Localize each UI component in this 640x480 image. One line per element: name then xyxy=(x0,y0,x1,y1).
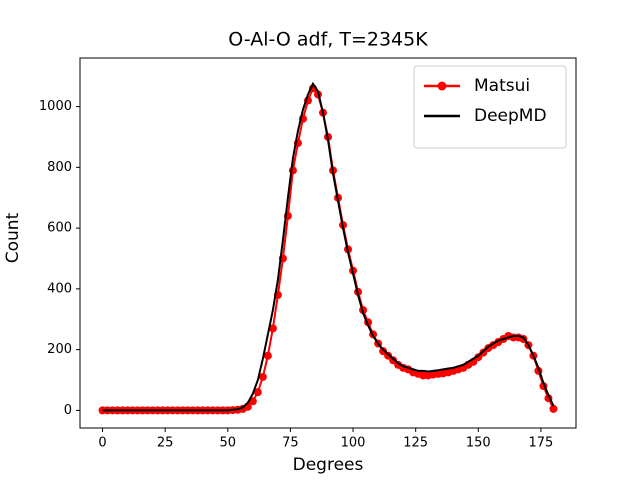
y-tick-label: 600 xyxy=(47,221,72,236)
x-axis-label: Degrees xyxy=(293,455,364,475)
data-point xyxy=(268,324,277,333)
data-point xyxy=(253,388,262,397)
plot-frame xyxy=(79,57,577,429)
x-tick-label: 25 xyxy=(157,436,174,451)
y-tick-label: 1000 xyxy=(39,99,72,114)
y-tick-label: 800 xyxy=(47,160,72,175)
x-tick-label: 100 xyxy=(341,436,366,451)
data-point xyxy=(258,372,267,381)
data-point xyxy=(263,351,272,360)
series-line xyxy=(102,81,555,412)
x-tick-label: 150 xyxy=(466,436,491,451)
legend-marker xyxy=(437,81,447,91)
y-axis-label: Count xyxy=(3,212,23,263)
y-tick-label: 0 xyxy=(64,403,72,418)
legend-label: Matsui xyxy=(474,76,530,96)
x-tick-label: 125 xyxy=(403,436,428,451)
x-tick-label: 0 xyxy=(98,436,106,451)
y-tick-label: 200 xyxy=(47,342,72,357)
x-tick-label: 175 xyxy=(529,436,554,451)
x-tick-label: 75 xyxy=(282,436,299,451)
chart-title: O-Al-O adf, T=2345K xyxy=(228,29,428,51)
x-tick-label: 50 xyxy=(220,436,237,451)
data-point xyxy=(549,404,558,413)
y-tick-label: 400 xyxy=(47,281,72,296)
legend-label: DeepMD xyxy=(474,106,547,126)
